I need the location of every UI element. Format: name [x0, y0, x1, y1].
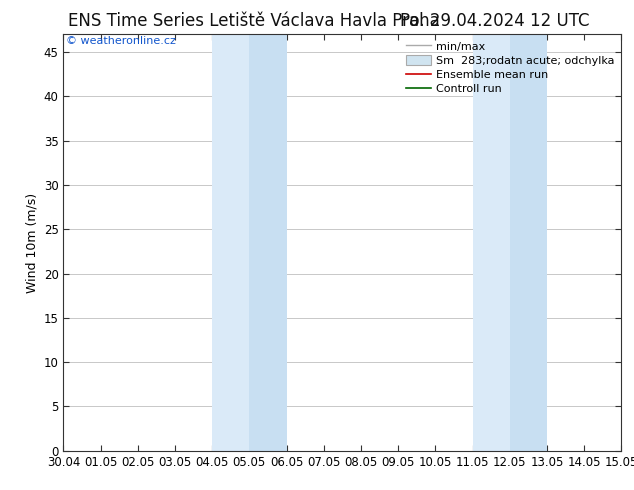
- Text: Po. 29.04.2024 12 UTC: Po. 29.04.2024 12 UTC: [400, 12, 589, 30]
- Bar: [510, 34, 547, 451]
- Y-axis label: Wind 10m (m/s): Wind 10m (m/s): [25, 193, 38, 293]
- Text: © weatheronline.cz: © weatheronline.cz: [66, 36, 176, 47]
- Bar: [249, 34, 287, 451]
- Text: ENS Time Series Letiště Václava Havla Praha: ENS Time Series Letiště Václava Havla Pr…: [68, 12, 439, 30]
- Bar: [212, 34, 249, 451]
- Legend: min/max, Sm  283;rodatn acute; odchylka, Ensemble mean run, Controll run: min/max, Sm 283;rodatn acute; odchylka, …: [402, 37, 619, 98]
- Bar: [472, 34, 510, 451]
